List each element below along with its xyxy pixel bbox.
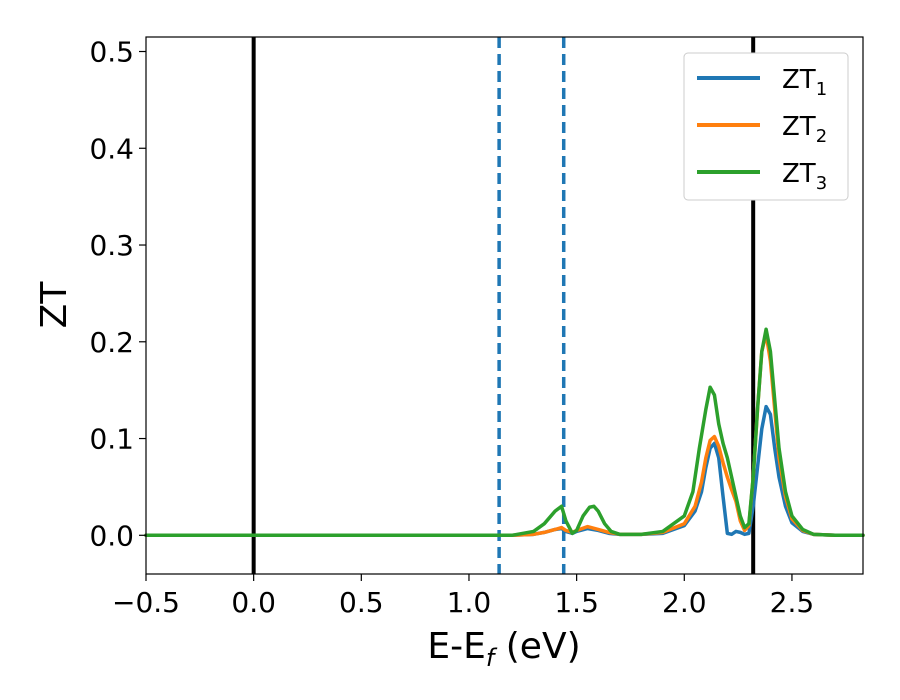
legend-label-zt2: ZT2 <box>782 112 827 147</box>
x-tick-label: 2.0 <box>662 586 707 619</box>
y-tick-label: 0.4 <box>89 132 134 165</box>
x-tick-label: 2.5 <box>770 586 815 619</box>
y-axis: 0.0 0.1 0.2 0.3 0.4 0.5 <box>89 36 146 552</box>
y-tick-label: 0.5 <box>89 36 134 69</box>
y-tick-label: 0.3 <box>89 229 134 262</box>
series-group <box>144 327 865 538</box>
x-axis-label: E-Ef (eV) <box>427 626 580 672</box>
plot-frame <box>145 36 864 575</box>
x-tick-label: 0.0 <box>231 586 276 619</box>
x-tick-label: 1.0 <box>447 586 492 619</box>
y-axis-label: ZT <box>34 281 75 329</box>
x-tick-label: 1.5 <box>554 586 599 619</box>
y-tick-label: 0.0 <box>89 519 134 552</box>
legend: ZT1 ZT2 ZT3 <box>683 52 849 201</box>
legend-label-zt1: ZT1 <box>782 65 827 100</box>
x-axis: −0.5 0.0 0.5 1.0 1.5 2.0 2.5 <box>112 574 814 619</box>
legend-label-zt3: ZT3 <box>782 159 827 194</box>
series-line-zt3 <box>144 327 865 538</box>
plot-lines <box>251 37 756 574</box>
legend-box <box>683 52 849 201</box>
x-tick-label: 0.5 <box>339 586 384 619</box>
y-tick-label: 0.2 <box>89 326 134 359</box>
y-tick-label: 0.1 <box>89 423 134 456</box>
x-tick-label: −0.5 <box>112 586 180 619</box>
